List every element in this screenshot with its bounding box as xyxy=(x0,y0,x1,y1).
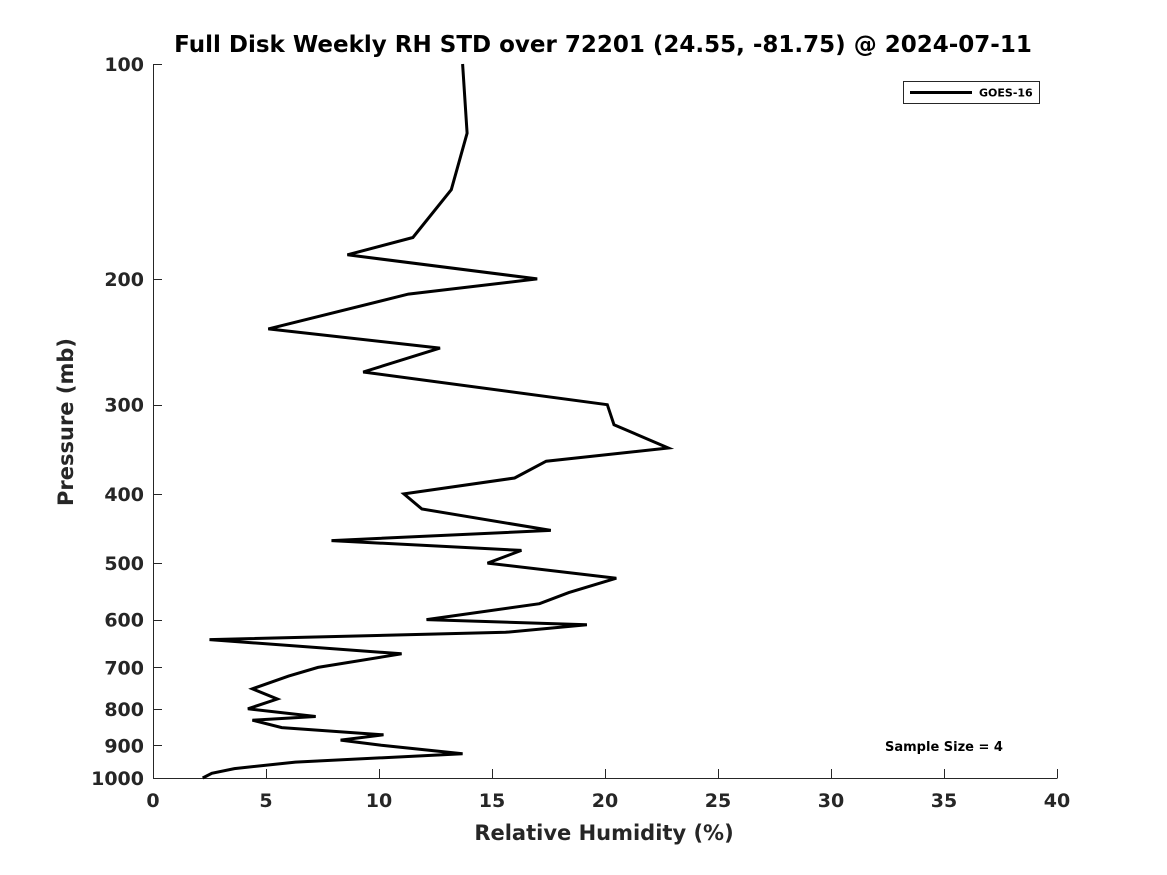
series-layer xyxy=(202,63,675,780)
sample-size-annotation: Sample Size = 4 xyxy=(885,740,1003,755)
legend: GOES-16 xyxy=(903,81,1040,104)
y-tick-label: 300 xyxy=(104,395,144,417)
y-tick-label: 600 xyxy=(104,610,144,632)
x-ticks: 0 5 10 15 20 25 30 35 40 xyxy=(146,769,1070,812)
x-tick-label: 0 xyxy=(146,790,159,812)
x-tick-label: 30 xyxy=(818,790,844,812)
y-tick-label: 400 xyxy=(104,484,144,506)
plot-area xyxy=(153,64,1058,779)
y-tick-label: 500 xyxy=(104,553,144,575)
y-ticks: 100 200 300 400 500 600 700 800 900 1000 xyxy=(91,54,162,790)
legend-label-goes-16: GOES-16 xyxy=(979,87,1033,100)
x-axis-label: Relative Humidity (%) xyxy=(474,821,733,845)
x-tick-label: 35 xyxy=(931,790,957,812)
y-tick-label: 100 xyxy=(104,54,144,76)
y-tick-label: 900 xyxy=(104,735,144,757)
x-tick-label: 5 xyxy=(259,790,272,812)
x-tick-label: 40 xyxy=(1044,790,1070,812)
x-tick-label: 10 xyxy=(366,790,392,812)
y-tick-label: 1000 xyxy=(91,768,144,790)
y-tick-label: 700 xyxy=(104,657,144,679)
x-tick-label: 25 xyxy=(705,790,731,812)
chart-title: Full Disk Weekly RH STD over 72201 (24.5… xyxy=(174,32,1032,58)
y-tick-label: 800 xyxy=(104,699,144,721)
series-line-goes-16 xyxy=(202,63,675,780)
x-tick-label: 20 xyxy=(592,790,618,812)
x-tick-label: 15 xyxy=(479,790,505,812)
y-tick-label: 200 xyxy=(104,269,144,291)
y-axis-label: Pressure (mb) xyxy=(54,338,78,506)
